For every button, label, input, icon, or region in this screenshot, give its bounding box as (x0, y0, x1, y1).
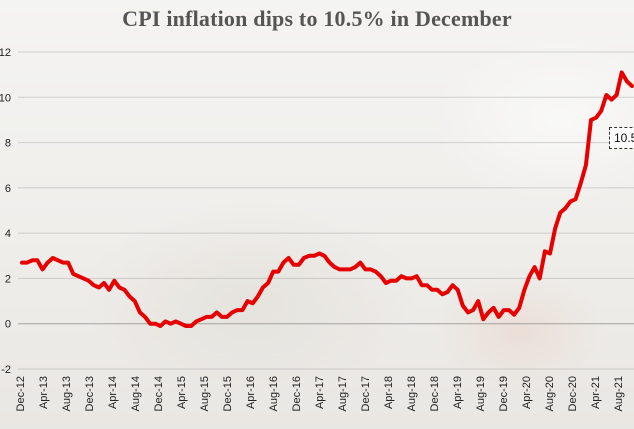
y-axis-ticks: -2 0 2 4 6 8 10 12 (0, 47, 11, 376)
x-tick-label: Apr-19 (452, 376, 464, 409)
x-tick-label: Dec-18 (429, 376, 441, 411)
x-tick-label: Dec-17 (360, 376, 372, 411)
y-tick-label: 10 (0, 92, 11, 104)
x-tick-label: Apr-18 (383, 376, 395, 409)
y-tick-label: 6 (5, 183, 11, 195)
x-tick-label: Dec-14 (153, 376, 165, 411)
x-tick-label: Apr-17 (314, 376, 326, 409)
y-tick-label: -2 (1, 364, 11, 376)
x-axis-ticks: Dec-12 Apr-13 Aug-13 Dec-13 Apr-14 Aug-14 Dec-… (15, 376, 625, 411)
x-tick-label: Apr-15 (176, 376, 188, 409)
x-tick-label: Aug-15 (199, 376, 211, 411)
x-tick-label: Apr-16 (245, 376, 257, 409)
x-tick-label: Dec-19 (498, 376, 510, 411)
x-tick-label: Dec-20 (567, 376, 579, 411)
y-tick-label: 2 (5, 273, 11, 285)
x-tick-label: Apr-14 (107, 376, 119, 409)
y-tick-label: 0 (5, 319, 11, 331)
y-tick-label: 8 (5, 138, 11, 150)
x-tick-label: Aug-16 (268, 376, 280, 411)
series-layer (20, 70, 634, 328)
x-tick-label: Aug-14 (130, 376, 142, 411)
x-tick-label: Dec-15 (222, 376, 234, 411)
latest-value-label: 10.5% (609, 127, 634, 149)
y-tick-label: 4 (5, 228, 11, 240)
x-tick-label: Apr-13 (38, 376, 50, 409)
x-tick-label: Dec-13 (84, 376, 96, 411)
gridlines (18, 51, 634, 370)
x-tick-label: Aug-17 (337, 376, 349, 411)
x-tick-label: Aug-13 (61, 376, 73, 411)
x-tick-label: Aug-21 (613, 376, 625, 411)
x-tick-label: Dec-16 (291, 376, 303, 411)
x-tick-label: Apr-20 (521, 376, 533, 409)
x-tick-label: Dec-12 (15, 376, 27, 411)
chart-title: CPI inflation dips to 10.5% in December (122, 6, 512, 31)
x-tick-label: Apr-21 (590, 376, 602, 409)
x-tick-label: Aug-20 (544, 376, 556, 411)
x-tick-label: Aug-19 (475, 376, 487, 411)
y-tick-label: 12 (0, 47, 11, 59)
cpi-series-line (20, 70, 634, 328)
x-tick-label: Aug-18 (406, 376, 418, 411)
